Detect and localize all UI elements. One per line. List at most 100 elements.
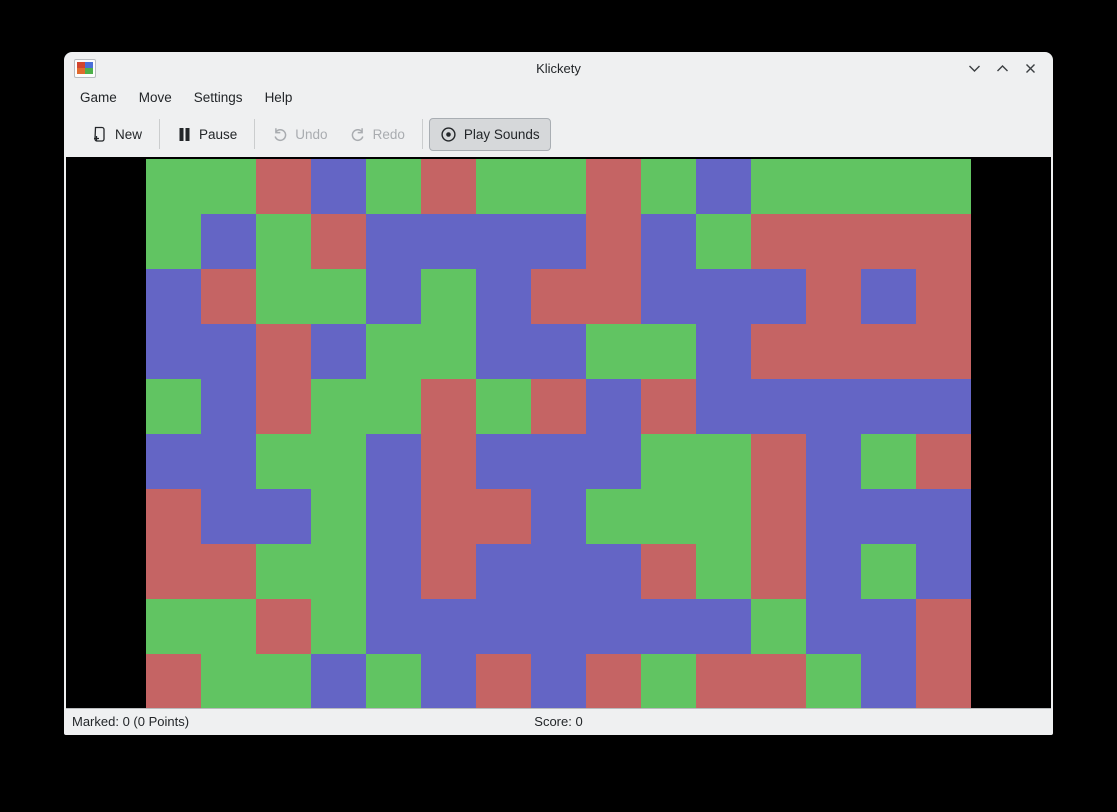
tile-r7-c14[interactable] [916,544,971,599]
tile-r4-c0[interactable] [146,379,201,434]
tile-r5-c11[interactable] [751,434,806,489]
tile-r5-c1[interactable] [201,434,256,489]
tile-r4-c9[interactable] [641,379,696,434]
new-button[interactable]: New [80,118,153,151]
tile-r0-c6[interactable] [476,159,531,214]
tile-r6-c9[interactable] [641,489,696,544]
tile-r6-c12[interactable] [806,489,861,544]
tile-r9-c6[interactable] [476,654,531,708]
tile-r4-c7[interactable] [531,379,586,434]
tile-r3-c1[interactable] [201,324,256,379]
tile-r5-c7[interactable] [531,434,586,489]
tile-r3-c2[interactable] [256,324,311,379]
tile-r6-c11[interactable] [751,489,806,544]
tile-r9-c2[interactable] [256,654,311,708]
tile-r7-c9[interactable] [641,544,696,599]
tile-r8-c2[interactable] [256,599,311,654]
tile-r6-c6[interactable] [476,489,531,544]
tile-r5-c3[interactable] [311,434,366,489]
tile-r8-c14[interactable] [916,599,971,654]
tile-r5-c12[interactable] [806,434,861,489]
tile-r4-c1[interactable] [201,379,256,434]
tile-r7-c3[interactable] [311,544,366,599]
tile-r0-c10[interactable] [696,159,751,214]
tile-r4-c11[interactable] [751,379,806,434]
close-button[interactable] [1023,61,1037,75]
tile-r4-c14[interactable] [916,379,971,434]
pause-button[interactable]: Pause [166,119,248,150]
tile-r2-c3[interactable] [311,269,366,324]
tile-r2-c9[interactable] [641,269,696,324]
tile-r4-c12[interactable] [806,379,861,434]
tile-r1-c6[interactable] [476,214,531,269]
tile-r3-c11[interactable] [751,324,806,379]
tile-r5-c14[interactable] [916,434,971,489]
tile-r2-c7[interactable] [531,269,586,324]
tile-r3-c3[interactable] [311,324,366,379]
tile-r8-c10[interactable] [696,599,751,654]
tile-r6-c4[interactable] [366,489,421,544]
tile-r1-c11[interactable] [751,214,806,269]
tile-r9-c12[interactable] [806,654,861,708]
tile-r5-c9[interactable] [641,434,696,489]
menu-settings[interactable]: Settings [193,90,243,105]
tile-r9-c8[interactable] [586,654,641,708]
tile-r9-c4[interactable] [366,654,421,708]
tile-r3-c8[interactable] [586,324,641,379]
tile-r5-c10[interactable] [696,434,751,489]
tile-r3-c9[interactable] [641,324,696,379]
tile-r8-c6[interactable] [476,599,531,654]
tile-r9-c1[interactable] [201,654,256,708]
tile-r7-c7[interactable] [531,544,586,599]
tile-r9-c5[interactable] [421,654,476,708]
tile-r7-c13[interactable] [861,544,916,599]
tile-r5-c5[interactable] [421,434,476,489]
tile-r6-c7[interactable] [531,489,586,544]
tile-r1-c7[interactable] [531,214,586,269]
tile-r5-c13[interactable] [861,434,916,489]
tile-r6-c10[interactable] [696,489,751,544]
tile-r1-c12[interactable] [806,214,861,269]
tile-r8-c7[interactable] [531,599,586,654]
titlebar[interactable]: Klickety [66,52,1051,84]
tile-r2-c12[interactable] [806,269,861,324]
tile-r7-c2[interactable] [256,544,311,599]
tile-r4-c8[interactable] [586,379,641,434]
tile-r8-c5[interactable] [421,599,476,654]
tile-r1-c9[interactable] [641,214,696,269]
maximize-button[interactable] [995,61,1009,75]
tile-r3-c10[interactable] [696,324,751,379]
tile-r4-c3[interactable] [311,379,366,434]
tile-r0-c4[interactable] [366,159,421,214]
tile-r9-c7[interactable] [531,654,586,708]
menu-game[interactable]: Game [80,90,117,105]
tile-r0-c0[interactable] [146,159,201,214]
tile-r2-c14[interactable] [916,269,971,324]
tile-r2-c4[interactable] [366,269,421,324]
tile-r6-c13[interactable] [861,489,916,544]
menu-help[interactable]: Help [264,90,293,105]
play-sounds-toggle[interactable]: Play Sounds [428,117,551,151]
tile-r0-c7[interactable] [531,159,586,214]
tile-r2-c11[interactable] [751,269,806,324]
tile-r1-c0[interactable] [146,214,201,269]
tile-r1-c13[interactable] [861,214,916,269]
tile-r8-c4[interactable] [366,599,421,654]
tile-r3-c12[interactable] [806,324,861,379]
redo-button[interactable]: Redo [339,118,416,150]
tile-r6-c8[interactable] [586,489,641,544]
tile-r8-c13[interactable] [861,599,916,654]
tile-r0-c2[interactable] [256,159,311,214]
tile-r3-c6[interactable] [476,324,531,379]
tile-r0-c5[interactable] [421,159,476,214]
tile-r1-c3[interactable] [311,214,366,269]
tile-r7-c10[interactable] [696,544,751,599]
tile-r7-c8[interactable] [586,544,641,599]
tile-r8-c8[interactable] [586,599,641,654]
tile-r2-c10[interactable] [696,269,751,324]
tile-r0-c1[interactable] [201,159,256,214]
tile-r9-c0[interactable] [146,654,201,708]
tile-r0-c12[interactable] [806,159,861,214]
tile-r3-c0[interactable] [146,324,201,379]
tile-r2-c8[interactable] [586,269,641,324]
